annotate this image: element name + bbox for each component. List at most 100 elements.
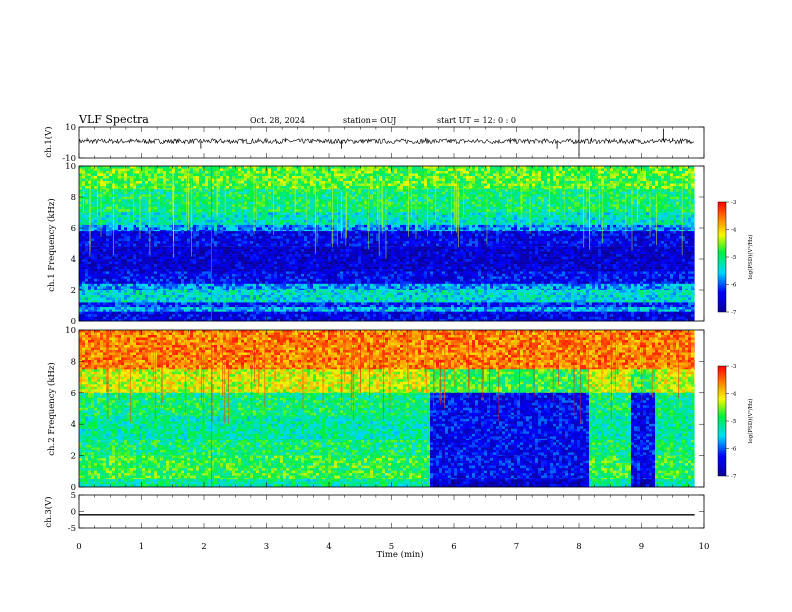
- spectrogram-cell: [373, 166, 377, 169]
- spectrogram-cell: [529, 215, 533, 218]
- spectrogram-cell: [616, 204, 620, 208]
- spectrogram-cell: [484, 186, 488, 189]
- spectrogram-cell: [214, 168, 218, 172]
- spectrogram-cell: [268, 211, 272, 213]
- spectrogram-cell: [289, 171, 293, 174]
- spectrogram-cell: [340, 186, 344, 189]
- spectrogram-cell: [349, 201, 353, 205]
- spectrogram-cell: [142, 201, 146, 205]
- spectrogram-cell: [343, 176, 347, 179]
- spectrogram-cell: [436, 186, 440, 189]
- spectrogram-cell: [388, 168, 392, 172]
- spectrogram-cell: [589, 201, 593, 205]
- spectrogram-cell: [196, 189, 200, 193]
- spectrogram-cell: [142, 166, 146, 169]
- spectrogram-cell: [307, 206, 311, 210]
- spectrogram-cell: [274, 194, 278, 198]
- spectrogram-cell: [493, 206, 497, 210]
- spectrogram-cell: [337, 188, 341, 190]
- spectrogram-cell: [646, 201, 650, 205]
- spectrogram-cell: [493, 196, 497, 200]
- spectrogram-cell: [610, 183, 614, 187]
- spectrogram-cell: [172, 166, 176, 169]
- spectrogram-cell: [619, 211, 623, 213]
- spectrogram-cell: [631, 212, 635, 216]
- spectrogram-cell: [484, 220, 488, 223]
- spectrogram-cell: [307, 178, 311, 182]
- spectrogram-cell: [232, 212, 236, 216]
- spectrogram-cell: [106, 194, 110, 198]
- spectrogram-cell: [589, 215, 593, 218]
- spectrogram-cell: [85, 188, 89, 190]
- spectrogram-cell: [97, 191, 101, 195]
- spectrogram-cell: [490, 176, 494, 179]
- spectrogram-cell: [391, 212, 395, 216]
- spectrogram-cell: [262, 209, 266, 213]
- spectrogram-cell: [493, 183, 497, 187]
- spectrogram-cell: [619, 196, 623, 200]
- spectrogram-cell: [571, 217, 575, 221]
- spectrogram-cell: [106, 191, 110, 195]
- spectrogram-cell: [289, 188, 293, 190]
- spectrogram-cell: [502, 181, 506, 184]
- spectrogram-cell: [340, 168, 344, 172]
- spectrogram-cell: [253, 186, 257, 189]
- spectrogram-cell: [508, 215, 512, 218]
- spectrogram-cell: [205, 171, 209, 174]
- spectrogram-cell: [307, 194, 311, 198]
- spectrogram-cell: [466, 186, 470, 189]
- spectrogram-cell: [670, 215, 674, 218]
- spectrogram-cell: [373, 201, 377, 205]
- spectrogram-cell: [406, 201, 410, 205]
- spectrogram-cell: [640, 181, 644, 184]
- spectrogram-cell: [343, 194, 347, 198]
- spectrogram-cell: [577, 186, 581, 189]
- spectrogram-cell: [607, 212, 611, 216]
- spectrogram-cell: [472, 188, 476, 190]
- spectrogram-cell: [397, 217, 401, 221]
- spectrogram-cell: [295, 189, 299, 193]
- spectrogram-cell: [262, 191, 266, 195]
- spectrogram-cell: [343, 217, 347, 221]
- spectrogram-cell: [688, 189, 692, 193]
- spectrogram-cell: [397, 186, 401, 189]
- spectrogram-cell: [394, 220, 398, 223]
- spectrogram-cell: [538, 173, 542, 177]
- spectrogram-cell: [142, 209, 146, 213]
- spectrogram-cell: [598, 186, 602, 189]
- spectrogram-cell: [523, 181, 527, 184]
- spectrogram-cell: [583, 183, 587, 187]
- spectrogram-cell: [328, 196, 332, 200]
- spectrogram-cell: [163, 201, 167, 205]
- spectrogram-cell: [256, 199, 260, 203]
- spectrogram-cell: [229, 176, 233, 179]
- spectrogram-cell: [193, 199, 197, 203]
- spectrogram-cell: [514, 204, 518, 208]
- spectrogram-cell: [247, 188, 251, 190]
- spectrogram-cell: [472, 183, 476, 187]
- spectrogram-cell: [280, 206, 284, 210]
- spectrogram-cell: [613, 206, 617, 210]
- spectrogram-cell: [415, 211, 419, 213]
- spectrogram-cell: [337, 168, 341, 172]
- spectrogram-cell: [430, 178, 434, 182]
- spectrogram-cell: [571, 171, 575, 174]
- spectrogram-cell: [325, 178, 329, 182]
- spectrogram-cell: [658, 194, 662, 198]
- spectrogram-cell: [526, 186, 530, 189]
- spectrogram-cell: [295, 206, 299, 210]
- spectrogram-cell: [307, 199, 311, 203]
- spectrogram-cell: [292, 189, 296, 193]
- spectrogram-cell: [202, 173, 206, 177]
- spectrogram-cell: [667, 206, 671, 210]
- spectrogram-cell: [526, 176, 530, 179]
- spectrogram-cell: [652, 217, 656, 221]
- spectrogram-cell: [154, 204, 158, 208]
- spectrogram-cell: [499, 186, 503, 189]
- spectrogram-cell: [424, 217, 428, 221]
- spectrogram-cell: [643, 189, 647, 193]
- spectrogram-cell: [238, 215, 242, 218]
- spectrogram-cell: [178, 168, 182, 172]
- spectrogram-cell: [463, 176, 467, 179]
- spectrogram-cell: [454, 173, 458, 177]
